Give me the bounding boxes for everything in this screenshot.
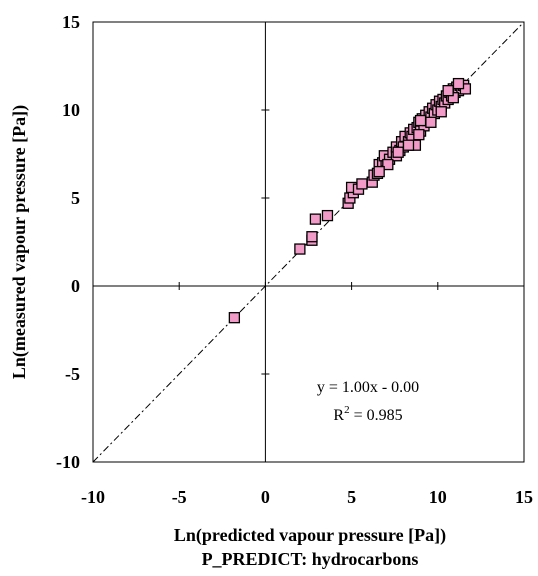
x-tick-label: -5: [172, 487, 187, 507]
y-axis-title: Ln(measured vapour pressure [Pa]): [9, 105, 30, 379]
y-tick-label: 0: [71, 276, 80, 296]
data-point: [373, 165, 385, 178]
data-point: [356, 178, 368, 190]
data-point: [425, 116, 437, 128]
x-tick-label: -10: [81, 487, 105, 507]
x-axis-title: Ln(predicted vapour pressure [Pa]): [174, 525, 446, 546]
x-tick-label: 15: [515, 487, 533, 507]
chart-subtitle: P_PREDICT: hydrocarbons: [202, 549, 419, 569]
y-tick-label: 10: [62, 100, 80, 120]
data-point: [414, 114, 427, 127]
points-layer: [228, 77, 472, 324]
data-point: [435, 106, 447, 118]
data-point: [309, 213, 322, 225]
data-point: [294, 243, 306, 255]
y-tick-label: 5: [71, 188, 80, 208]
data-point: [452, 77, 465, 90]
data-point: [382, 158, 394, 171]
data-point: [442, 84, 454, 97]
r2-annotation: R2 = 0.985: [333, 404, 402, 424]
data-point: [228, 312, 241, 324]
y-tick-label: 15: [62, 12, 80, 32]
data-point: [402, 139, 415, 151]
ticks-layer: -10 -5 0 5 10 15 15 10 5 0 -5 -10: [56, 12, 533, 507]
data-point: [306, 231, 318, 243]
y-tick-label: -5: [65, 364, 80, 384]
equation-annotation: y = 1.00x - 0.00: [317, 379, 419, 396]
y-tick-label: -10: [56, 452, 80, 472]
data-point: [392, 146, 404, 158]
x-tick-label: 0: [261, 487, 270, 507]
x-tick-label: 5: [347, 487, 356, 507]
data-point: [321, 209, 334, 222]
data-point: [413, 128, 425, 141]
x-tick-label: 10: [429, 487, 447, 507]
